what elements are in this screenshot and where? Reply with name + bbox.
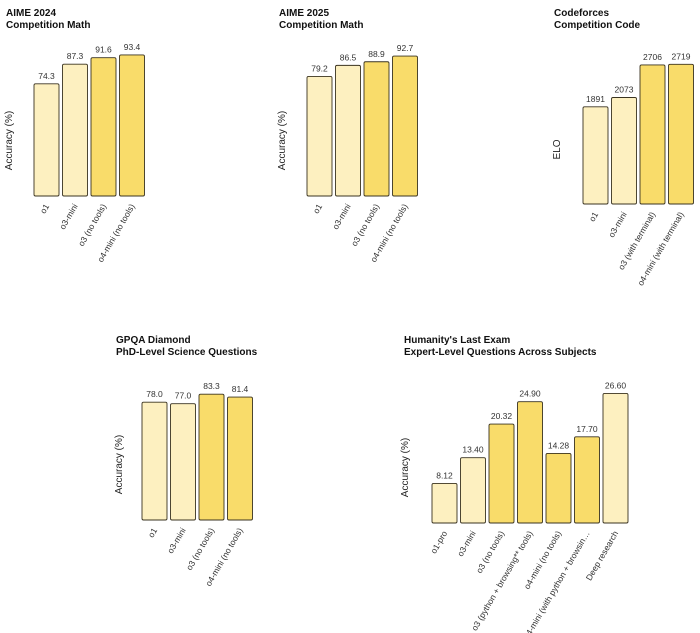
x-tick-o3-no-tools: o3 (no tools) bbox=[474, 529, 506, 575]
value-label-deep-research: 26.60 bbox=[605, 380, 627, 390]
value-label-o3-no-tools: 20.32 bbox=[491, 411, 513, 421]
y-axis-label: ELO bbox=[552, 139, 563, 159]
bar-o3-mini bbox=[611, 97, 637, 205]
value-label-o4-mini-no-tools: 93.4 bbox=[124, 42, 141, 52]
bar-o3-no-tools bbox=[198, 393, 225, 521]
chart-aime-2024: AIME 2024 Competition Math Accuracy (%) 7… bbox=[0, 0, 230, 300]
chart-title: AIME 2024 bbox=[6, 8, 57, 19]
bar-o3-with-terminal bbox=[639, 64, 666, 205]
bar-o1 bbox=[141, 401, 168, 521]
x-tick-o3-no-tools: o3 (no tools) bbox=[184, 526, 216, 572]
x-tick-o1: o1 bbox=[311, 202, 325, 215]
x-tick-o3-no-tools: o3 (no tools) bbox=[349, 202, 381, 248]
bar-o1-pro bbox=[431, 482, 458, 524]
bar-o3-mini bbox=[62, 63, 88, 197]
bar-o4-mini-no-tools bbox=[227, 396, 253, 521]
bar-o1 bbox=[33, 83, 60, 197]
x-tick-o3-no-tools: o3 (no tools) bbox=[76, 202, 108, 248]
value-label-o3-mini: 2073 bbox=[615, 84, 634, 94]
chart-subtitle: Expert-Level Questions Across Subjects bbox=[404, 347, 597, 358]
bar-o3-no-tools bbox=[363, 61, 390, 197]
bar-o1 bbox=[306, 75, 333, 197]
chart-subtitle: PhD-Level Science Questions bbox=[116, 347, 258, 358]
chart-subtitle: Competition Math bbox=[6, 20, 91, 31]
y-axis-label: Accuracy (%) bbox=[277, 111, 288, 170]
chart-subtitle: Competition Code bbox=[554, 20, 641, 31]
value-label-o3-with-terminal: 2706 bbox=[643, 52, 662, 62]
bar-o3-mini bbox=[170, 403, 196, 521]
value-label-o3-mini: 77.0 bbox=[175, 391, 192, 401]
bar-o4-mini-no-tools bbox=[119, 54, 145, 197]
value-label-o1-pro: 8.12 bbox=[436, 470, 453, 480]
bar-o3-no-tools bbox=[488, 423, 515, 524]
bar-o4-mini-with-terminal bbox=[668, 63, 694, 205]
value-label-o4-mini-no-tools: 92.7 bbox=[397, 43, 414, 53]
value-label-o3-mini: 86.5 bbox=[340, 52, 357, 62]
bar-o1 bbox=[582, 106, 609, 205]
value-label-o4-mini-with-terminal: 2719 bbox=[672, 51, 691, 61]
value-label-o4-mini-no-tools: 81.4 bbox=[232, 384, 249, 394]
chart-codeforces: Codeforces Competition Code ELO 1891 o1 207… bbox=[548, 0, 700, 300]
bar-o3-no-tools bbox=[90, 57, 117, 197]
bar-o4-mini-with-python-browsin bbox=[574, 436, 600, 524]
chart-aime-2025-plot: Accuracy (%) 79.2 o1 86.5 o3-mini 88.9 o3 (no … bbox=[277, 43, 418, 264]
chart-humanitys-last-exam: Humanity's Last Exam Expert-Level Questi… bbox=[398, 327, 700, 633]
value-label-o1: 74.3 bbox=[38, 71, 55, 81]
chart-aime-2024-plot: Accuracy (%) 74.3 o1 87.3 o3-mini 91.6 o3 (no … bbox=[4, 42, 145, 264]
y-axis-label: Accuracy (%) bbox=[400, 438, 411, 497]
value-label-o3-python-browsing-tools: 24.90 bbox=[519, 389, 541, 399]
chart-title: GPQA Diamond bbox=[116, 335, 191, 346]
value-label-o1: 79.2 bbox=[311, 63, 328, 73]
x-tick-o3-mini: o3-mini bbox=[455, 529, 478, 558]
x-tick-o3-mini: o3-mini bbox=[57, 202, 80, 231]
bar-deep-research bbox=[602, 392, 629, 524]
value-label-o1: 1891 bbox=[586, 94, 605, 104]
value-label-o3-mini: 87.3 bbox=[67, 51, 84, 61]
chart-humanitys-last-exam-plot: Accuracy (%) 8.12 o1-pro 13.40 o3-mini 20.32 o… bbox=[400, 380, 629, 633]
x-tick-o3-mini: o3-mini bbox=[606, 210, 629, 239]
x-tick-o1-pro: o1-pro bbox=[428, 529, 449, 556]
value-label-o3-no-tools: 91.6 bbox=[95, 45, 112, 55]
x-tick-o1: o1 bbox=[587, 210, 601, 223]
chart-gpqa-diamond-plot: Accuracy (%) 78.0 o1 77.0 o3-mini 83.3 o3 (no … bbox=[114, 381, 253, 588]
value-label-o3-no-tools: 88.9 bbox=[368, 49, 385, 59]
x-tick-o1: o1 bbox=[146, 526, 160, 539]
chart-aime-2025: AIME 2025 Competition Math Accuracy (%) 7… bbox=[273, 0, 503, 300]
bar-o4-mini-no-tools bbox=[392, 55, 418, 197]
y-axis-label: Accuracy (%) bbox=[4, 111, 15, 170]
y-axis-label: Accuracy (%) bbox=[114, 435, 125, 494]
value-label-o4-mini-with-python-browsin: 17.70 bbox=[576, 424, 598, 434]
chart-title: Humanity's Last Exam bbox=[404, 335, 511, 346]
value-label-o3-no-tools: 83.3 bbox=[203, 381, 220, 391]
x-tick-o3-mini: o3-mini bbox=[330, 202, 353, 231]
bar-o3-python-browsing-tools bbox=[517, 401, 543, 524]
value-label-o4-mini-no-tools: 14.28 bbox=[548, 440, 570, 450]
chart-title: AIME 2025 bbox=[279, 8, 330, 19]
chart-gpqa-diamond: GPQA Diamond PhD-Level Science Questions… bbox=[110, 327, 340, 633]
x-tick-o1: o1 bbox=[38, 202, 52, 215]
value-label-o3-mini: 13.40 bbox=[462, 445, 484, 455]
bar-o4-mini-no-tools bbox=[545, 452, 572, 524]
x-tick-o3-mini: o3-mini bbox=[165, 526, 188, 555]
bar-o3-mini bbox=[335, 64, 361, 197]
bar-o3-mini bbox=[460, 457, 486, 524]
value-label-o1: 78.0 bbox=[146, 389, 163, 399]
chart-title: Codeforces bbox=[554, 8, 610, 19]
chart-subtitle: Competition Math bbox=[279, 20, 364, 31]
